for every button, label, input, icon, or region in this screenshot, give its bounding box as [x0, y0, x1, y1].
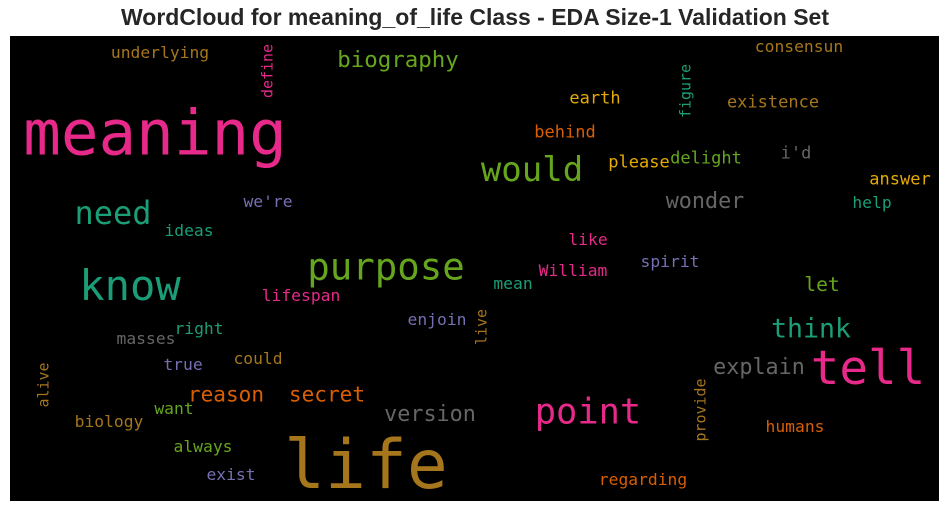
wordcloud-word-behind: behind — [534, 122, 596, 143]
wordcloud-word-biology: biology — [74, 411, 144, 431]
wordcloud-word-wonder: wonder — [665, 189, 745, 215]
wordcloud-word-i-d: i'd — [780, 143, 812, 164]
wordcloud-word-meaning: meaning — [23, 96, 287, 170]
wordcloud-word-secret: secret — [288, 381, 366, 407]
wordcloud-word-lifespan: lifespan — [261, 285, 341, 305]
wordcloud-word-always: always — [173, 436, 233, 456]
wordcloud-word-please: please — [608, 152, 670, 173]
wordcloud-word-underlying: underlying — [110, 42, 210, 62]
wordcloud-word-alive: alive — [34, 362, 53, 408]
wordcloud-word-earth: earth — [569, 88, 621, 109]
wordcloud-word-life: life — [284, 426, 448, 501]
wordcloud-word-biography: biography — [337, 46, 459, 73]
wordcloud-word-let: let — [804, 273, 840, 297]
wordcloud-word-need: need — [74, 194, 152, 233]
wordcloud-word-live: live — [472, 308, 491, 346]
wordcloud-word-spirit: spirit — [640, 251, 700, 271]
wordcloud-word-answer: answer — [869, 169, 931, 190]
chart-title: WordCloud for meaning_of_life Class - ED… — [120, 4, 829, 30]
wordcloud-word-exist: exist — [206, 464, 256, 484]
wordcloud-word-figure: figure — [676, 63, 695, 119]
wordcloud-word-like: like — [568, 229, 608, 249]
wordcloud-word-mean: mean — [493, 273, 533, 293]
wordcloud-word-version: version — [384, 402, 476, 428]
wordcloud-word-right: right — [174, 318, 224, 338]
wordcloud-word-know: know — [79, 260, 181, 310]
wordcloud-word-true: true — [163, 354, 203, 374]
wordcloud-word-ideas: ideas — [164, 220, 214, 240]
wordcloud-word-regarding: regarding — [598, 469, 688, 489]
wordcloud-word-existence: existence — [726, 92, 820, 113]
wordcloud-word-consensun: consensun — [754, 36, 844, 56]
wordcloud-word-could: could — [233, 348, 283, 368]
wordcloud-word-help: help — [852, 192, 892, 212]
wordcloud-word-william: William — [538, 260, 608, 280]
wordcloud-word-humans: humans — [765, 416, 825, 436]
wordcloud-word-think: think — [771, 313, 851, 345]
wordcloud-word-delight: delight — [670, 148, 742, 169]
wordcloud-word-provide: provide — [691, 378, 710, 442]
wordcloud-word-point: point — [534, 391, 642, 433]
wordcloud-word-define: define — [258, 43, 277, 99]
wordcloud-word-want: want — [154, 398, 194, 418]
wordcloud-word-enjoin: enjoin — [407, 309, 467, 329]
wordcloud-word-we-re: we're — [243, 191, 293, 211]
wordcloud-word-explain: explain — [713, 355, 805, 381]
wordcloud-word-would: would — [480, 150, 584, 190]
wordcloud-word-reason: reason — [187, 381, 265, 407]
wordcloud-word-purpose: purpose — [307, 244, 465, 289]
wordcloud-word-tell: tell — [810, 341, 926, 397]
word-cloud-canvas: life meaning tell know purpose point would need… — [10, 36, 939, 501]
wordcloud-word-masses: masses — [116, 328, 176, 348]
